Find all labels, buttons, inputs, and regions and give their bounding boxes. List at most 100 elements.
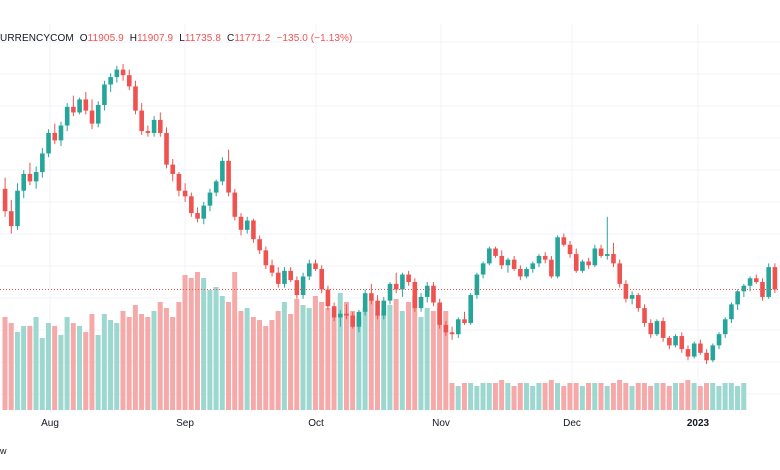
volume-bar [710,383,716,410]
change-value: −135.0 (−1.13%) [276,33,353,44]
candle-body [679,336,685,350]
volume-bar [356,317,362,410]
volume-bar [641,383,647,410]
candle-body [58,125,64,141]
volume-bar [368,299,374,410]
x-tick-oct: Oct [308,418,324,429]
candle-body [704,352,709,361]
candle-body [542,255,548,260]
volume-bar [45,323,51,410]
candle-body [735,291,740,305]
volume-bar [437,308,443,410]
volume-bar [523,383,529,410]
volume-bar [406,302,412,410]
candle-body [139,110,144,132]
candle-body [505,259,511,266]
volume-bar [468,383,474,410]
candle-body [362,293,368,312]
candle-body [46,132,51,154]
volume-bar [697,386,703,410]
volume-bar [722,383,728,410]
top-strip [0,0,780,24]
candle-body [691,343,697,357]
candle-body [226,160,231,193]
candle-body [40,153,45,173]
chart-area[interactable] [0,24,780,414]
volume-bar [579,386,585,410]
volume-bar [337,293,343,410]
volume-bar [145,317,151,410]
candle-body [604,254,610,256]
x-axis: Aug Sep Oct Nov Dec 2023 [0,414,780,434]
candle-body [300,276,306,296]
candle-body [549,259,554,277]
candle-body [499,255,505,266]
volume-bar [660,383,666,410]
volume-bar [76,326,83,410]
volume-bar [350,311,356,410]
candle-body [306,263,312,277]
candle-body [747,278,753,286]
candle-body [369,293,374,301]
volume-bar [381,311,387,410]
volume-bar [95,335,101,410]
volume-bar [449,383,455,410]
volume-bar [654,383,660,410]
candle-body [561,237,567,245]
candle-body [431,285,436,303]
candle-body [282,270,287,284]
candle-body [673,336,678,346]
candle-body [170,164,176,174]
candle-body [418,296,424,309]
candle-body [114,69,120,78]
candle-body [424,285,430,297]
candle-body [667,337,672,346]
volume-bar [666,386,672,410]
candle-body [344,313,349,316]
candle-body [33,172,39,182]
candle-body [83,99,89,111]
candle-body [406,274,411,283]
volume-bar [424,308,430,410]
candle-body [617,263,622,284]
candle-body [2,188,8,212]
volume-bar [592,383,598,410]
volume-bar [64,317,70,410]
candle-body [536,255,542,264]
volume-bar [561,386,567,410]
candle-body [288,270,293,281]
volume-bar [399,311,405,410]
volume-bar [511,386,517,410]
volume-bar [170,317,176,410]
volume-bar [679,383,685,410]
x-tick-2023: 2023 [686,418,710,429]
x-tick-nov: Nov [432,418,450,429]
volume-bar [306,308,312,410]
volume-bar [319,302,325,410]
volume-bar [629,386,635,410]
volume-bar [542,383,548,410]
volume-bar [685,380,691,410]
candle-body [207,192,213,206]
candle-body [356,311,362,327]
volume-bar [412,296,418,410]
candle-body [474,274,480,296]
volume-bar [617,380,623,410]
candle-body [338,313,343,318]
candlestick-chart[interactable] [0,24,780,414]
volume-bar [610,383,616,410]
volume-bar [139,314,145,410]
candle-body [530,263,536,269]
candle-body [71,106,76,113]
candle-body [21,173,27,191]
volume-bar [126,317,132,410]
candle-body [710,345,716,361]
volume-bar [83,332,89,410]
candle-body [120,69,126,76]
volume-bar [132,305,138,410]
candle-body [89,110,95,124]
candle-body [400,274,405,290]
candle-body [95,104,101,124]
volume-bar [120,311,126,410]
candle-body [772,267,778,290]
